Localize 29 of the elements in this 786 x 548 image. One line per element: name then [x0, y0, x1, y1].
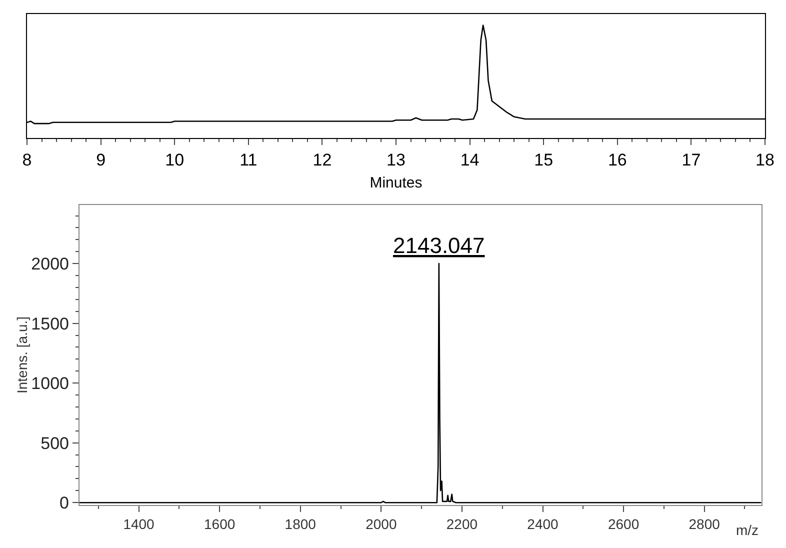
y-tick-label: 1500	[31, 314, 69, 334]
x-tick-label: 15	[534, 150, 554, 170]
x-tick-label: 1400	[123, 516, 155, 532]
y-tick-label: 500	[40, 434, 69, 453]
x-tick-label: 2800	[688, 516, 720, 532]
y-tick-label: 1000	[31, 374, 69, 394]
x-tick-label: 1800	[284, 516, 316, 532]
x-tick-label: 17	[682, 150, 701, 170]
y-tick-label: 2000	[31, 254, 69, 274]
x-tick-label: 8	[22, 150, 32, 170]
annotation: 2143.047	[393, 233, 485, 258]
y-tick-label: 0	[60, 494, 69, 513]
x-tick-label: 13	[386, 150, 406, 170]
line-series	[79, 262, 762, 504]
x-tick-label: 2600	[608, 516, 640, 532]
x-tick-label: 2200	[446, 516, 478, 532]
x-tick-label: 11	[240, 150, 258, 170]
x-axis-title: Minutes	[370, 174, 422, 192]
x-tick-label: 2400	[527, 516, 559, 532]
x-axis-title: m/z	[736, 522, 759, 538]
x-tick-label: 16	[608, 150, 627, 170]
x-tick-label: 14	[460, 150, 480, 170]
x-tick-label: 18	[756, 150, 774, 170]
x-tick-label: 1600	[204, 516, 236, 532]
x-tick-label: 9	[96, 150, 106, 170]
x-tick-label: 12	[312, 150, 332, 170]
y-axis-title: Intens. [a.u.]	[14, 316, 30, 394]
x-tick-label: 10	[165, 150, 184, 170]
x-tick-label: 2000	[366, 516, 397, 532]
